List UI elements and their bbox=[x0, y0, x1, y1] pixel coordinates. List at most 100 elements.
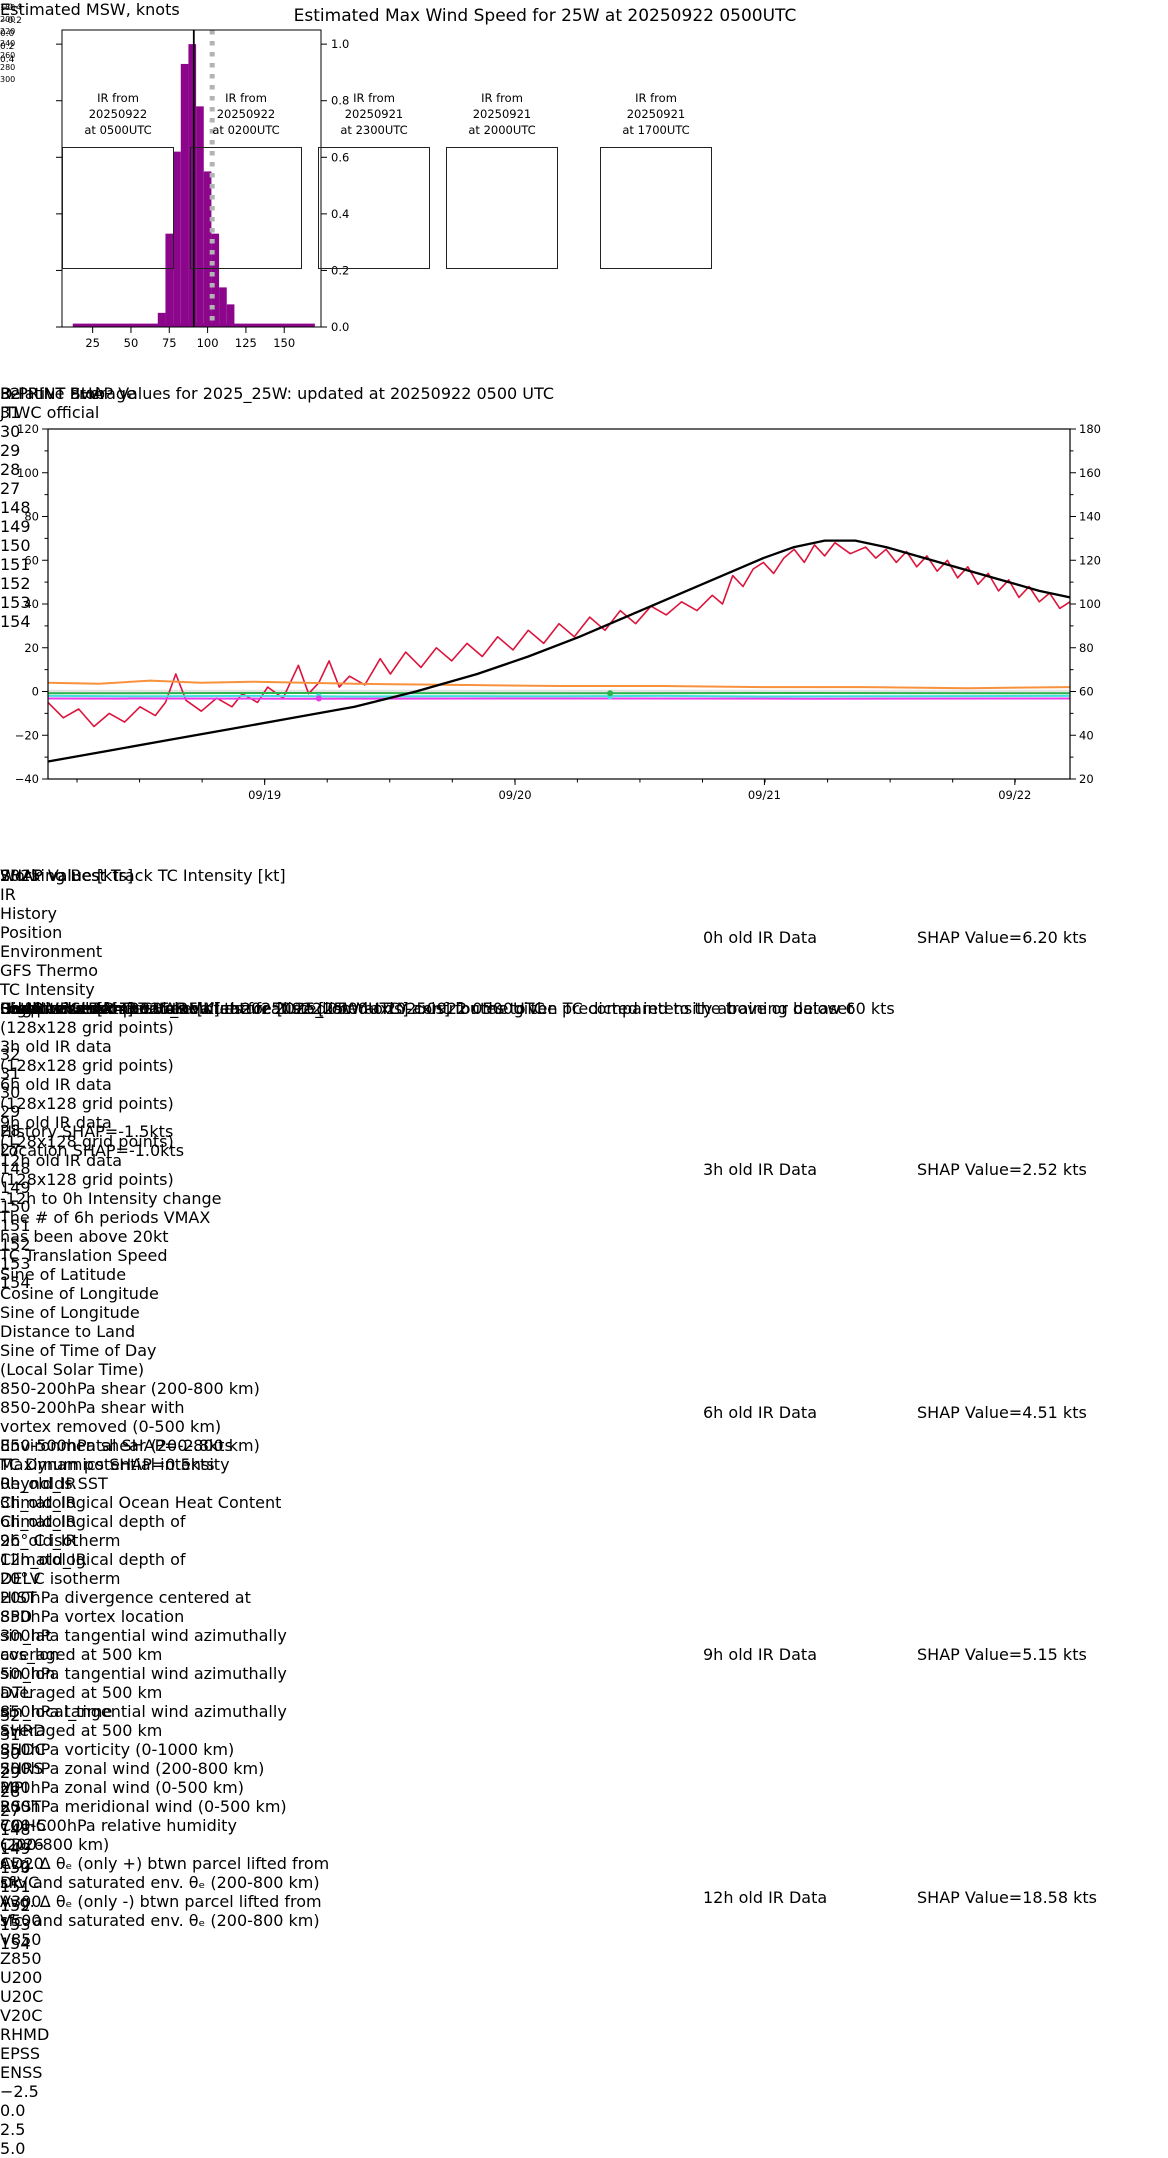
ir-thumbnail-caption: IR from 20250921 at 2000UTC bbox=[446, 90, 558, 138]
feature-description-line: Distance to Land bbox=[0, 1322, 136, 1341]
feature-description: Maximum potential intensity bbox=[0, 1455, 329, 1474]
feature-description-line: has been above 20kt bbox=[0, 1227, 169, 1246]
y-tick-left-label: 100 bbox=[17, 466, 39, 480]
feature-label: 12h_old_IR bbox=[0, 1550, 87, 1570]
ir-thumbnail: IR from 20250921 at 1700UTC bbox=[600, 90, 712, 269]
shap-feature-plot-title: Shap values for 2025_25W at 20250922 050… bbox=[0, 999, 400, 1018]
feature-description-line: 6h old IR data bbox=[0, 1075, 112, 1094]
ir-satellite-image bbox=[190, 147, 302, 269]
feature-description-line: 850hPa vorticity (0-1000 km) bbox=[0, 1740, 235, 1759]
feature-description-line: 20° C isotherm bbox=[0, 1569, 121, 1588]
y-tick-right-label: 180 bbox=[1079, 422, 1101, 436]
feature-description: 700-500hPa relative humidity (200-800 km) bbox=[0, 1816, 329, 1854]
feature-description-line: averaged at 500 km bbox=[0, 1645, 163, 1664]
y-tick-right-label: 120 bbox=[1079, 553, 1101, 567]
x-tick-label: 09/20 bbox=[498, 788, 531, 802]
feature-description-line: 850-500hPa shear (200-800 km) bbox=[0, 1436, 260, 1455]
feature-description-line: (128x128 grid points) bbox=[0, 1132, 174, 1151]
section-label: Location SHAP=-1.0kts bbox=[0, 1140, 185, 1160]
y-tick-left-label: 80 bbox=[24, 510, 39, 524]
feature-description: Avg. Δ θₑ (only -) btwn parcel lifted fr… bbox=[0, 1892, 329, 1930]
feature-label: ENSS bbox=[0, 2063, 43, 2083]
feature-label: 3h_old_IR bbox=[0, 1493, 77, 1513]
feature-description: Climatological Ocean Heat Content bbox=[0, 1493, 329, 1512]
y-tick-right-label: 140 bbox=[1079, 510, 1101, 524]
ir-thumbnail-caption-line: 20250921 bbox=[344, 107, 404, 121]
timeseries-ylabel-right: Working Best Track TC Intensity [kt] bbox=[0, 866, 286, 885]
ir-thumbnail-caption: IR from 20250921 at 1700UTC bbox=[600, 90, 712, 138]
y-tick-right-label: 20 bbox=[1079, 772, 1094, 786]
feature-description: Sine of Latitude bbox=[0, 1265, 329, 1284]
timeseries-frame bbox=[47, 428, 1071, 780]
y-tick-label: 0.8 bbox=[331, 94, 349, 108]
y-tick-right-label: 60 bbox=[1079, 685, 1094, 699]
series-history bbox=[47, 694, 1071, 698]
feature-description: 850-200hPa shear (200-800 km) bbox=[0, 1379, 329, 1398]
feature-description: Avg. Δ θₑ (only +) btwn parcel lifted fr… bbox=[0, 1854, 329, 1892]
feature-value-colorbar-label: Feature Value bbox=[0, 999, 110, 1018]
feature-description-line: 12h old IR data bbox=[0, 1151, 123, 1170]
timeseries-legend-label: IR bbox=[0, 885, 16, 904]
feature-description-line: 850-200hPa shear (200-800 km) bbox=[0, 1379, 260, 1398]
y-tick-left-label: 60 bbox=[24, 553, 39, 567]
histogram-ylabel: Relative Prob bbox=[0, 384, 106, 403]
feature-description-line: averaged at 500 km bbox=[0, 1683, 163, 1702]
shap-colorbar-tick-label: 0.2 bbox=[0, 42, 15, 52]
shap-values-colorbar-title: SHAP Values bbox=[0, 999, 101, 1018]
series-ir bbox=[47, 541, 1071, 728]
feature-description: 6h old IR data (128x128 grid points) bbox=[0, 1075, 329, 1113]
bt-colorbar-tick-label: 260 bbox=[0, 51, 16, 60]
histogram-legend-item: D-PRINT average bbox=[0, 384, 136, 403]
feature-label: V850 bbox=[0, 1930, 42, 1950]
feature-label: U20C bbox=[0, 1987, 44, 2007]
feature-description-line: 200hPa meridional wind (0-500 km) bbox=[0, 1797, 287, 1816]
x-tick-label: 09/22 bbox=[998, 788, 1031, 802]
shap-feature-plot-xlabel: SHAP Value [kts] bbox=[0, 999, 134, 1018]
feature-description-line: Sine of Time of Day bbox=[0, 1341, 157, 1360]
feature-description: Cosine of Longitude bbox=[0, 1284, 329, 1303]
feature-label: DELV bbox=[0, 1569, 41, 1589]
ir-thumbnail-caption-line: IR from bbox=[97, 91, 139, 105]
feature-description: 200hPa meridional wind (0-500 km) bbox=[0, 1797, 329, 1816]
feature-description: 200hPa zonal wind (200-800 km) bbox=[0, 1759, 329, 1778]
timeseries-legend-label: Position bbox=[0, 923, 63, 942]
ir-map-title: 0h old IR Data bbox=[703, 928, 818, 947]
figure-title: Estimated Max Wind Speed for 25W at 2025… bbox=[293, 6, 797, 26]
timeseries-legend-row1: SHAP values: IR History Position Environmen… bbox=[0, 866, 1168, 980]
feature-description-line: 200hPa zonal wind (0-500 km) bbox=[0, 1778, 244, 1797]
feature-description-line: 850hPa vortex location bbox=[0, 1607, 185, 1626]
feature-label: U200 bbox=[0, 1968, 43, 1988]
feature-label: sin_local_time bbox=[0, 1702, 113, 1722]
shap-map-title: SHAP Value=4.51 kts bbox=[917, 1403, 1087, 1422]
timeseries-title: D-PRINT SHAP Values for 2025_25W: update… bbox=[0, 384, 554, 403]
ir-thumbnail-caption-line: IR from bbox=[635, 91, 677, 105]
y-tick-left-label: 40 bbox=[24, 597, 39, 611]
ir-satellite-image bbox=[318, 147, 430, 269]
feature-description-line: -12h to 0h Intensity change bbox=[0, 1189, 222, 1208]
y-tick-left-label: −40 bbox=[15, 772, 39, 786]
y-tick-label: 1.0 bbox=[331, 37, 349, 51]
histogram-bar bbox=[211, 233, 220, 327]
ir-thumbnail: IR from 20250922 at 0500UTC bbox=[62, 90, 174, 269]
histogram-bar bbox=[196, 106, 204, 327]
footnote-shap-value-text: SHAP Value: Amount each feature [listed … bbox=[0, 999, 846, 1018]
ir-thumbnail: IR from 20250921 at 2300UTC bbox=[318, 90, 430, 269]
footnote-shap-value: SHAP Value: Amount each feature [listed … bbox=[0, 999, 895, 1018]
feature-label: RHMD bbox=[0, 2025, 50, 2045]
feature-label: V20C bbox=[0, 2006, 43, 2026]
feature-description: The # of 6h periods VMAX has been above 2… bbox=[0, 1208, 329, 1246]
x-tick-label: −2.5 bbox=[0, 2082, 39, 2102]
feature-description: Reynolds SST bbox=[0, 1474, 329, 1493]
series-marker bbox=[607, 690, 614, 697]
section-label: Satellite SHAP=37.0kts bbox=[0, 999, 187, 1018]
ir-satellite-image bbox=[446, 147, 558, 269]
feature-label: sin_lat bbox=[0, 1626, 52, 1646]
shap-colorbar-tick-label: 0.4 bbox=[0, 55, 15, 65]
shap-colorbar-tick-label: −0.2 bbox=[0, 16, 22, 26]
feature-label: HIST bbox=[0, 1588, 37, 1608]
x-tick-label: 25 bbox=[85, 336, 100, 350]
shap-timeseries-chart: −40 −20 0 20 40 60 80 100 120 20 40 60 80 100 120 140 16… bbox=[15, 422, 1101, 802]
series-gfs-thermo bbox=[47, 679, 1071, 690]
section-label: TC Dynamics SHAP=0.5kts bbox=[0, 1455, 215, 1475]
feature-description-line: Climatological Ocean Heat Content bbox=[0, 1493, 282, 1512]
